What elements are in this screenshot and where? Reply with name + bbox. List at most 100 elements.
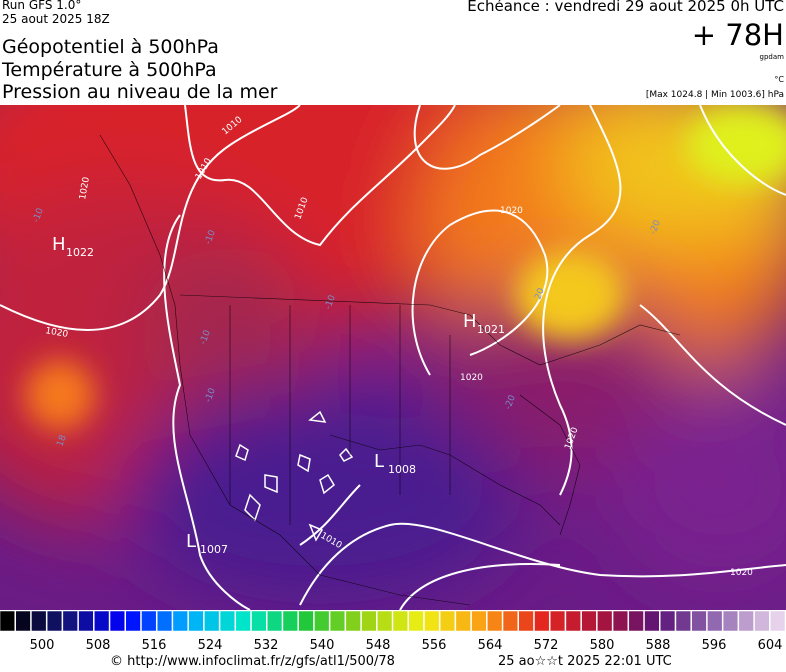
scale-swatch: [188, 611, 204, 632]
pressure-center-letter: H: [52, 234, 66, 255]
scale-label: 516: [142, 638, 167, 653]
temperature-label: 18: [55, 434, 68, 448]
scale-swatch: [0, 611, 15, 632]
echeance: Echéance : vendredi 29 aout 2025 0h UTC: [467, 0, 784, 15]
scale-swatch: [612, 611, 629, 632]
scale-swatch: [31, 611, 47, 632]
scale-swatch: [455, 611, 471, 632]
scale-swatch: [392, 611, 408, 632]
scale-swatch: [62, 611, 78, 632]
scale-swatch: [46, 611, 63, 632]
scale-swatch: [345, 611, 361, 632]
scale-label: 588: [646, 638, 671, 653]
scale-swatch: [125, 611, 141, 632]
temperature-label: -10: [323, 294, 338, 311]
isobar-label: 1020: [460, 373, 483, 383]
scale-label: 508: [86, 638, 111, 653]
pressure-center-value: 1022: [66, 246, 94, 259]
pressure-center-value: 1007: [200, 543, 228, 556]
scale-swatch: [502, 611, 519, 632]
scale-swatch: [549, 611, 566, 632]
scale-label: 604: [758, 638, 783, 653]
unit: °C: [774, 75, 784, 84]
scale-swatch: [659, 611, 676, 632]
scale-swatch: [361, 611, 377, 632]
scale-swatch: [565, 611, 581, 632]
scale-swatch: [172, 611, 188, 632]
scale-swatch: [675, 611, 691, 632]
scale-label: 556: [422, 638, 447, 653]
isobar-label: 1020: [730, 568, 753, 578]
scale-swatch: [722, 611, 739, 632]
scale-swatch: [15, 611, 31, 632]
unit: gpdam: [759, 53, 784, 61]
pressure-center-letter: H: [463, 311, 477, 332]
scale-swatch: [141, 611, 157, 632]
temperature-label: -10: [203, 387, 218, 404]
scale-swatch: [109, 611, 126, 632]
scale-swatch: [439, 611, 456, 632]
scale-swatch: [251, 611, 267, 632]
scale-label: 596: [702, 638, 727, 653]
temperature-label: -20: [648, 219, 663, 236]
scale-swatch: [628, 611, 644, 632]
scale-label: 580: [590, 638, 615, 653]
scale-swatch: [644, 611, 660, 632]
scale-label: 540: [310, 638, 335, 653]
scale-swatch: [219, 611, 236, 632]
scale-swatch: [754, 611, 770, 632]
scale-swatch: [298, 611, 314, 632]
scale-swatch: [314, 611, 330, 632]
scale-swatch: [534, 611, 550, 632]
isobar-label: 1020: [44, 326, 69, 340]
scale-swatch: [691, 611, 707, 632]
scale-label: 548: [366, 638, 391, 653]
lead-time: + 78H: [691, 18, 784, 52]
scale-label: 524: [198, 638, 223, 653]
scale-swatch: [581, 611, 597, 632]
scale-swatch: [282, 611, 298, 632]
scale-swatch: [471, 611, 487, 632]
temperature-label: -10: [203, 229, 218, 246]
pressure-center-value: 1021: [477, 323, 505, 336]
scale-swatch: [408, 611, 424, 632]
temperature-label: -10: [31, 207, 46, 224]
scale-swatch: [204, 611, 220, 632]
scale-swatch: [235, 611, 251, 632]
scale-swatch: [266, 611, 283, 632]
scale-swatch: [738, 611, 754, 632]
title: Géopotentiel à 500hPa: [2, 36, 219, 58]
scale-swatch: [377, 611, 393, 632]
isobar-label: 1020: [500, 206, 523, 216]
scale-label: 564: [478, 638, 503, 653]
footer-source: © http://www.infoclimat.fr/z/gfs/atl1/50…: [110, 654, 395, 669]
scale-swatch: [707, 611, 723, 632]
scale-label: 572: [534, 638, 559, 653]
temperature-label: -10: [198, 329, 213, 346]
scale-swatch: [329, 611, 346, 632]
scale-swatch: [78, 611, 94, 632]
scale-swatch: [597, 611, 613, 632]
scale-swatch: [487, 611, 503, 632]
extremes: [Max 1024.8 | Min 1003.6] hPa: [645, 90, 784, 100]
title: Pression au niveau de la mer: [2, 81, 278, 103]
pressure-center-value: 1008: [388, 463, 416, 476]
footer-timestamp: 25 ao☆☆t 2025 22:01 UTC: [498, 654, 672, 669]
scale-swatch: [156, 611, 173, 632]
scale-label: 532: [254, 638, 279, 653]
run-date: 25 aout 2025 18Z: [2, 12, 110, 26]
scale-label: 500: [30, 638, 55, 653]
scale-swatch: [424, 611, 440, 632]
scale-swatch: [518, 611, 534, 632]
title: Température à 500hPa: [2, 59, 217, 81]
scale-swatch: [770, 611, 786, 632]
scale-swatch: [94, 611, 110, 632]
temperature-label: -20: [503, 394, 518, 411]
isobar-label: 1020: [78, 176, 92, 201]
run-label: Run GFS 1.0°: [2, 0, 82, 12]
pressure-center-letter: L: [186, 531, 196, 552]
pressure-center-letter: L: [374, 451, 384, 472]
temperature-label: 20: [533, 287, 546, 301]
